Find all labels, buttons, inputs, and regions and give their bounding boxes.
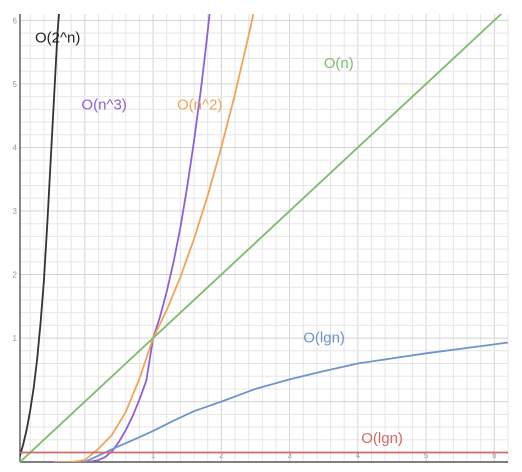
series-label: O(n^2): [177, 96, 222, 113]
series-label: O(lgn): [303, 330, 345, 347]
series-label: O(n): [324, 55, 354, 72]
y-tick-label: 3: [13, 207, 18, 216]
series-label: O(lgn): [361, 430, 403, 447]
series-line-0: [20, 14, 60, 459]
x-tick-label: 4: [356, 451, 361, 460]
series-label: O(n^3): [81, 96, 126, 113]
tick-labels: 1 2 3 4 5 6 1 2 3 4 5 6: [13, 16, 498, 460]
y-tick-label: 1: [13, 334, 18, 343]
x-tick-label: 1: [151, 451, 156, 460]
series-label: O(2^n): [35, 30, 80, 47]
y-tick-label: 4: [13, 143, 18, 152]
y-tick-label: 5: [13, 80, 18, 89]
series-line-4: [83, 341, 508, 462]
series-lines: [20, 14, 508, 462]
axes: [19, 14, 508, 463]
x-tick-label: 3: [287, 451, 292, 460]
y-tick-label: 6: [13, 16, 18, 25]
series-labels: O(2^n) O(n^3) O(n^2) O(n) O(lgn) O(lgn): [35, 30, 403, 447]
y-tick-label: 2: [13, 271, 18, 280]
series-line-1: [46, 14, 211, 462]
x-tick-label: 2: [219, 451, 224, 460]
x-tick-label: 5: [424, 451, 429, 460]
series-line-3: [20, 14, 503, 462]
x-tick-label: 6: [492, 451, 497, 460]
